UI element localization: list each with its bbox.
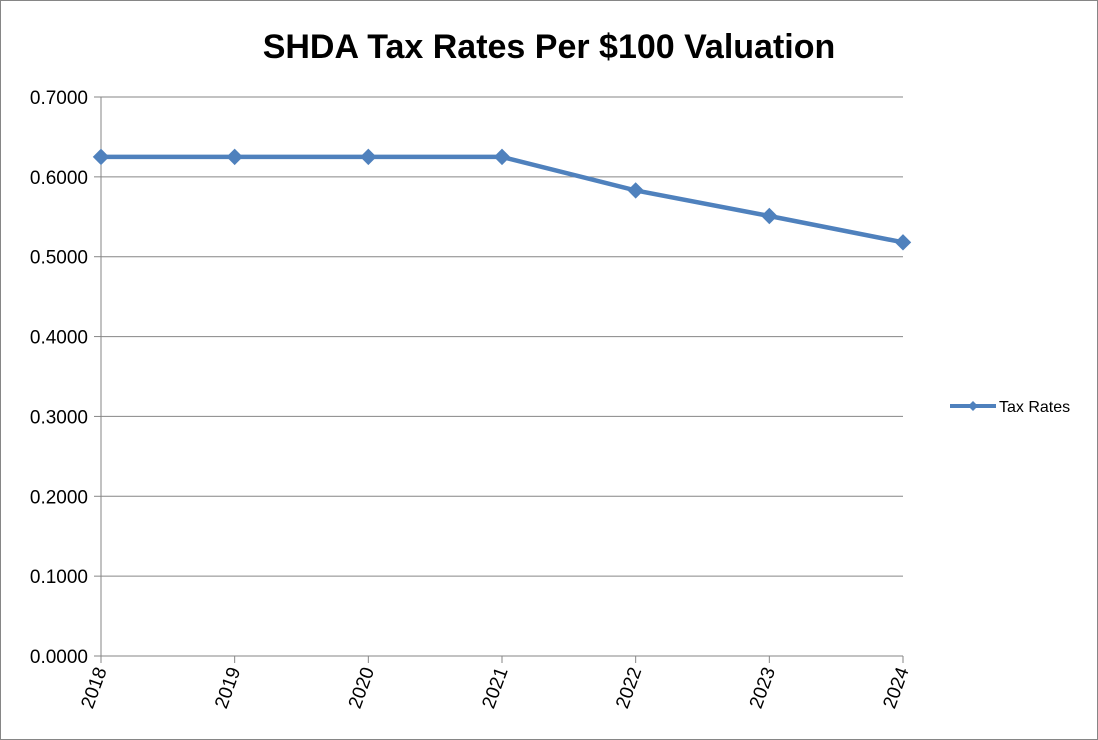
series-tax-rates — [92, 148, 912, 251]
y-tick-label: 0.0000 — [30, 647, 88, 668]
data-point-marker — [226, 148, 243, 166]
data-point-marker — [92, 148, 110, 166]
data-point-marker — [627, 182, 644, 199]
x-tick-label: 2023 — [746, 665, 780, 712]
y-tick-label: 0.4000 — [30, 328, 88, 349]
y-tick-label: 0.1000 — [30, 567, 88, 588]
x-tick-label: 2019 — [211, 665, 245, 712]
data-point-marker — [761, 207, 778, 225]
y-tick-label: 0.3000 — [30, 407, 88, 428]
legend-marker — [968, 401, 978, 411]
x-tick-label: 2021 — [479, 665, 513, 712]
y-axis-tick-labels: 0.0000 0.1000 0.2000 0.3000 0.4000 0.5000 0.60… — [30, 88, 88, 668]
y-tick-label: 0.7000 — [30, 88, 88, 109]
chart-title: SHDA Tax Rates Per $100 Valuation — [263, 28, 836, 66]
legend-label: Tax Rates — [999, 399, 1070, 416]
x-tick-label: 2018 — [78, 665, 112, 712]
y-tick-label: 0.2000 — [30, 487, 88, 508]
x-axis-tick-labels: 2018 2019 2020 2021 2022 2023 2024 — [78, 664, 914, 711]
axes — [94, 96, 904, 663]
x-tick-label: 2024 — [880, 664, 914, 711]
x-tick-label: 2020 — [345, 665, 379, 712]
data-point-marker — [493, 148, 511, 166]
data-point-marker — [894, 234, 912, 251]
x-tick-label: 2022 — [612, 665, 646, 712]
gridlines — [101, 96, 903, 577]
y-tick-label: 0.6000 — [30, 168, 88, 189]
data-point-marker — [360, 148, 377, 166]
y-tick-label: 0.5000 — [30, 248, 88, 269]
legend: Tax Rates — [950, 399, 1070, 416]
series-line — [98, 154, 906, 245]
